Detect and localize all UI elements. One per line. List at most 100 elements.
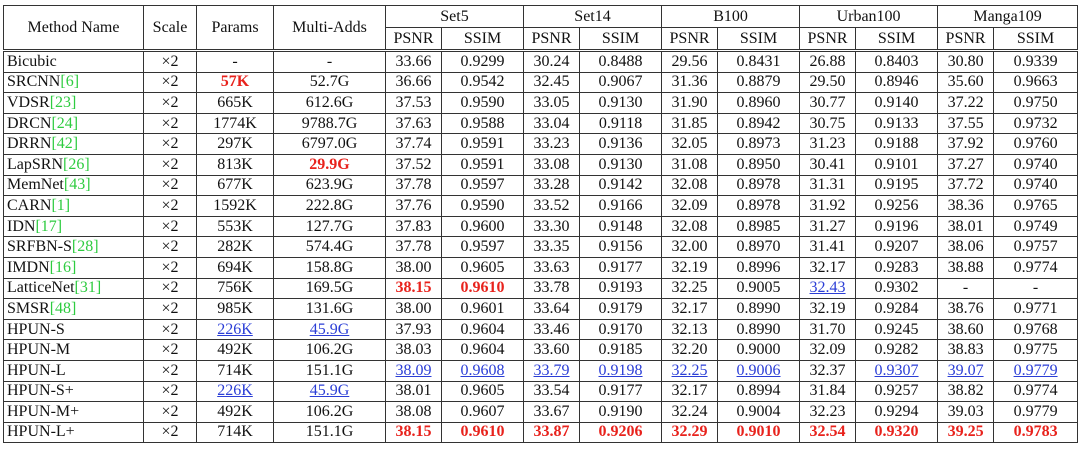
value-cell: 0.8996 bbox=[717, 256, 801, 279]
value-cell: 32.20 bbox=[661, 339, 719, 361]
dataset-header: Set5 bbox=[384, 5, 525, 28]
cell-text: 0.9590 bbox=[460, 196, 505, 214]
cell-text: 32.23 bbox=[809, 402, 846, 420]
value-cell: 0.9005 bbox=[717, 277, 801, 299]
value-cell: 32.08 bbox=[661, 174, 719, 196]
cell-text: 37.83 bbox=[395, 217, 432, 235]
cell-text: 32.19 bbox=[809, 299, 846, 317]
cell-text: 677K bbox=[217, 176, 253, 194]
cell-text: 38.15 bbox=[395, 279, 432, 297]
value-cell: 38.03 bbox=[385, 339, 442, 361]
cell-text: 33.64 bbox=[533, 299, 570, 317]
value-cell: 39.25 bbox=[937, 421, 995, 444]
value-cell: 0.9774 bbox=[993, 256, 1079, 279]
value-cell: 38.83 bbox=[937, 339, 995, 361]
method-cell: IDN[17] bbox=[3, 215, 144, 237]
header-row: Method Name Scale Params Multi-Adds Set5 Set1… bbox=[3, 5, 1079, 52]
cell-text: 0.9610 bbox=[460, 423, 505, 441]
value-cell: 37.22 bbox=[937, 92, 995, 114]
value-cell: - bbox=[993, 277, 1079, 299]
value-cell: 32.09 bbox=[799, 339, 857, 361]
value-cell: 0.9307 bbox=[855, 359, 939, 381]
value-cell: 158.8G bbox=[273, 256, 386, 279]
value-cell: 0.9610 bbox=[440, 277, 525, 299]
cell-text: 0.9294 bbox=[874, 402, 919, 420]
value-cell: 32.19 bbox=[799, 298, 857, 320]
row-group: Bicubic ×2 - - 33.66 0.9299 30.24 0.8488 29.56 0.… bbox=[3, 50, 1079, 320]
value-cell: 0.9765 bbox=[993, 195, 1079, 217]
cell-text: 0.8990 bbox=[736, 299, 781, 317]
value-cell: 0.9206 bbox=[579, 421, 663, 444]
value-cell: 38.06 bbox=[937, 236, 995, 258]
cell-text: ×2 bbox=[161, 279, 179, 297]
value-cell: 0.8978 bbox=[717, 195, 801, 217]
value-cell: 0.9136 bbox=[579, 133, 663, 155]
value-cell: 9788.7G bbox=[273, 112, 386, 134]
cell-text: 38.03 bbox=[395, 341, 432, 359]
value-cell: ×2 bbox=[143, 339, 197, 361]
citation: [31] bbox=[74, 279, 102, 297]
cell-text: 492K bbox=[217, 341, 253, 359]
method-name: HPUN-S bbox=[7, 320, 65, 338]
cell-text: 33.60 bbox=[533, 341, 570, 359]
value-cell: 0.8950 bbox=[717, 153, 801, 176]
value-cell: 33.08 bbox=[523, 153, 581, 176]
cell-text: 33.78 bbox=[533, 279, 570, 297]
value-cell: 37.76 bbox=[385, 195, 442, 217]
value-cell: - bbox=[196, 50, 274, 73]
value-cell: 32.29 bbox=[661, 421, 719, 444]
cell-text: 0.9768 bbox=[1013, 320, 1058, 338]
value-cell: 32.17 bbox=[799, 256, 857, 279]
cell-text: 665K bbox=[217, 93, 253, 111]
cell-text: 222.8G bbox=[305, 196, 354, 214]
value-cell: 31.85 bbox=[661, 112, 719, 134]
cell-text: 33.28 bbox=[533, 176, 570, 194]
value-cell: 151.1G bbox=[273, 421, 386, 444]
value-cell: ×2 bbox=[143, 112, 197, 134]
cell-text: 0.9148 bbox=[598, 217, 643, 235]
value-cell: 32.24 bbox=[661, 401, 719, 423]
cell-text: 0.8978 bbox=[736, 176, 781, 194]
cell-text: 38.00 bbox=[395, 299, 432, 317]
value-cell: 32.05 bbox=[661, 133, 719, 155]
value-cell: 0.9604 bbox=[440, 339, 525, 361]
cell-text: 0.8985 bbox=[736, 217, 781, 235]
value-cell: 33.46 bbox=[523, 318, 581, 340]
cell-text: 297K bbox=[217, 135, 253, 153]
value-cell: 37.93 bbox=[385, 318, 442, 340]
value-cell: 33.64 bbox=[523, 298, 581, 320]
value-cell: 226K bbox=[196, 318, 274, 340]
value-cell: 31.23 bbox=[799, 133, 857, 155]
value-cell: 0.9148 bbox=[579, 215, 663, 237]
table-row: Bicubic ×2 - - 33.66 0.9299 30.24 0.8488 29.56 0.… bbox=[3, 50, 1079, 73]
cell-text: 0.9299 bbox=[460, 52, 505, 70]
value-cell: 31.31 bbox=[799, 174, 857, 196]
value-cell: 0.9067 bbox=[579, 71, 663, 93]
value-cell: 37.52 bbox=[385, 153, 442, 176]
cell-text: 0.9000 bbox=[736, 341, 781, 359]
cell-text: 32.09 bbox=[809, 341, 846, 359]
cell-text: 39.03 bbox=[947, 402, 984, 420]
cell-text: 0.9185 bbox=[598, 341, 643, 359]
value-cell: 226K bbox=[196, 380, 274, 402]
cell-text: 0.8970 bbox=[736, 238, 781, 256]
value-cell: 0.8431 bbox=[717, 50, 801, 73]
cell-text: 0.8960 bbox=[736, 93, 781, 111]
cell-text: 37.76 bbox=[395, 196, 432, 214]
cell-text: 33.23 bbox=[533, 135, 570, 153]
cell-text: 32.13 bbox=[671, 320, 708, 338]
cell-text: 612.6G bbox=[305, 93, 354, 111]
value-cell: 0.9245 bbox=[855, 318, 939, 340]
table-row: HPUN-M+ ×2 492K 106.2G 38.08 0.9607 33.67 0.919… bbox=[3, 401, 1079, 423]
cell-text: 29.9G bbox=[309, 155, 350, 173]
value-cell: 0.9750 bbox=[993, 92, 1079, 114]
value-cell: 36.66 bbox=[385, 71, 442, 93]
value-cell: 0.8973 bbox=[717, 133, 801, 155]
cell-text: 0.9193 bbox=[598, 279, 643, 297]
value-cell: 0.9740 bbox=[993, 153, 1079, 176]
cell-text: 0.8403 bbox=[874, 52, 919, 70]
method-name: IMDN bbox=[7, 258, 50, 276]
cell-text: 36.66 bbox=[395, 73, 432, 91]
cell-text: 0.9775 bbox=[1013, 341, 1058, 359]
